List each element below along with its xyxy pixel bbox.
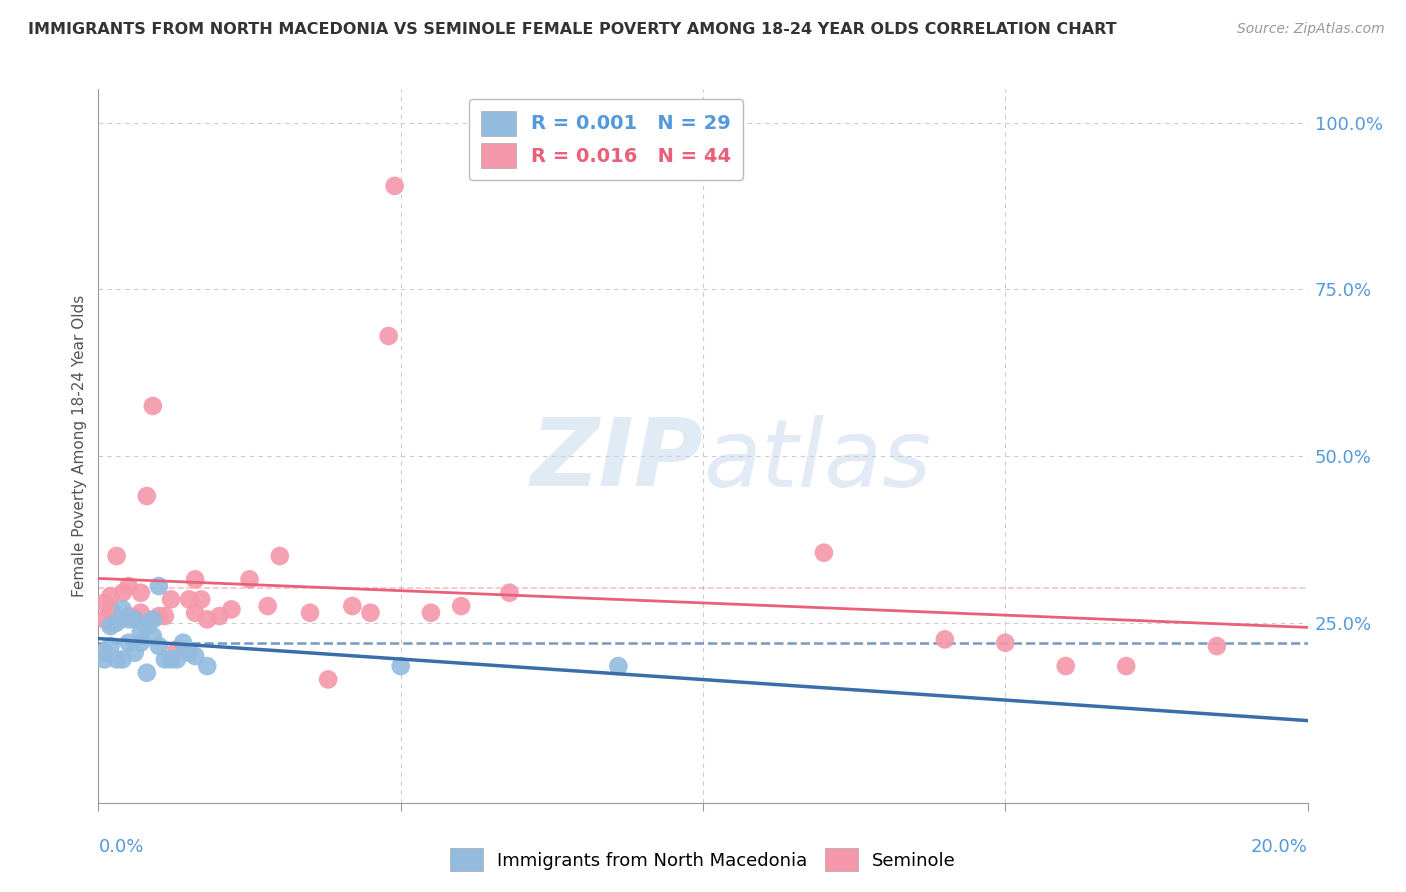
Point	[377, 329, 399, 343]
Point	[100, 639, 122, 653]
Point	[195, 612, 218, 626]
Point	[135, 489, 157, 503]
Point	[93, 612, 115, 626]
Point	[111, 652, 134, 666]
Point	[384, 178, 406, 193]
Point	[184, 606, 207, 620]
Point	[148, 609, 170, 624]
Text: Source: ZipAtlas.com: Source: ZipAtlas.com	[1237, 22, 1385, 37]
Point	[129, 625, 152, 640]
Point	[420, 606, 443, 620]
Point	[93, 596, 115, 610]
Point	[184, 573, 207, 587]
Point	[1115, 659, 1137, 673]
Point	[124, 646, 146, 660]
Point	[498, 585, 520, 599]
Point	[105, 615, 128, 630]
Point	[100, 619, 122, 633]
Point	[118, 579, 141, 593]
Point	[208, 609, 231, 624]
Point	[129, 636, 152, 650]
Point	[153, 609, 176, 624]
Point	[195, 659, 218, 673]
Point	[93, 652, 115, 666]
Text: IMMIGRANTS FROM NORTH MACEDONIA VS SEMINOLE FEMALE POVERTY AMONG 18-24 YEAR OLDS: IMMIGRANTS FROM NORTH MACEDONIA VS SEMIN…	[28, 22, 1116, 37]
Text: ZIP: ZIP	[530, 414, 703, 507]
Point	[142, 629, 165, 643]
Point	[153, 652, 176, 666]
Point	[129, 585, 152, 599]
Point	[118, 612, 141, 626]
Point	[316, 673, 339, 687]
Point	[124, 612, 146, 626]
Point	[129, 606, 152, 620]
Point	[166, 652, 188, 666]
Point	[124, 612, 146, 626]
Point	[135, 619, 157, 633]
Point	[160, 592, 183, 607]
Point	[105, 652, 128, 666]
Point	[360, 606, 382, 620]
Point	[135, 665, 157, 680]
Point	[389, 659, 412, 673]
Point	[994, 636, 1017, 650]
Point	[269, 549, 291, 563]
Point	[118, 636, 141, 650]
Point	[142, 399, 165, 413]
Point	[1054, 659, 1077, 673]
Point	[607, 659, 630, 673]
Point	[93, 646, 115, 660]
Point	[148, 579, 170, 593]
Legend: R = 0.001   N = 29, R = 0.016   N = 44: R = 0.001 N = 29, R = 0.016 N = 44	[470, 99, 744, 180]
Text: 20.0%: 20.0%	[1251, 838, 1308, 856]
Point	[221, 602, 243, 616]
Point	[190, 592, 212, 607]
Point	[813, 546, 835, 560]
Point	[160, 652, 183, 666]
Point	[450, 599, 472, 613]
Point	[179, 592, 201, 607]
Point	[118, 609, 141, 624]
Point	[179, 646, 201, 660]
Y-axis label: Female Poverty Among 18-24 Year Olds: Female Poverty Among 18-24 Year Olds	[72, 295, 87, 597]
Legend: Immigrants from North Macedonia, Seminole: Immigrants from North Macedonia, Seminol…	[443, 841, 963, 879]
Point	[111, 602, 134, 616]
Point	[934, 632, 956, 647]
Point	[299, 606, 322, 620]
Point	[105, 549, 128, 563]
Point	[142, 612, 165, 626]
Point	[148, 639, 170, 653]
Point	[100, 602, 122, 616]
Point	[184, 649, 207, 664]
Point	[342, 599, 364, 613]
Point	[1206, 639, 1229, 653]
Point	[256, 599, 278, 613]
Point	[239, 573, 262, 587]
Text: atlas: atlas	[703, 415, 931, 506]
Point	[172, 636, 194, 650]
Point	[100, 615, 122, 630]
Point	[166, 642, 188, 657]
Text: 0.0%: 0.0%	[98, 838, 143, 856]
Point	[111, 585, 134, 599]
Point	[100, 589, 122, 603]
Point	[105, 612, 128, 626]
